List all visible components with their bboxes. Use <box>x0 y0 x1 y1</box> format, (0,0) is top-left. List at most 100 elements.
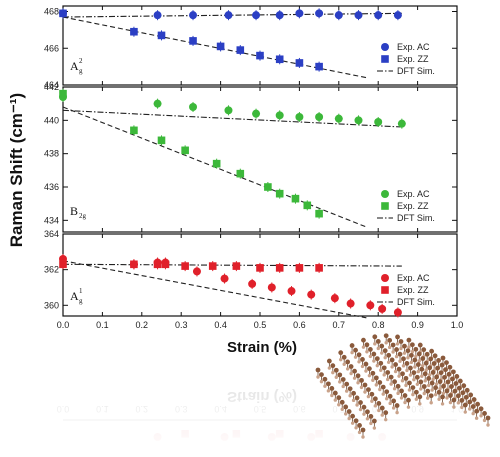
data-point-zz <box>130 27 138 36</box>
lattice-atom <box>384 389 390 395</box>
data-point-zz <box>130 126 138 135</box>
x-tick-label: 0.2 <box>136 320 149 330</box>
lattice-atom <box>430 370 436 375</box>
lattice-atom <box>426 383 431 388</box>
lattice-atom <box>474 416 479 420</box>
lattice-atom <box>354 426 358 430</box>
data-point-zz <box>291 194 300 203</box>
lattice-atom <box>438 370 444 376</box>
lattice-atom <box>421 363 425 368</box>
lattice-atom <box>329 386 335 391</box>
data-point-ac <box>366 301 375 310</box>
lattice-atom <box>319 372 324 378</box>
x-tick-label: 0.0 <box>57 320 70 330</box>
lattice-atom <box>408 352 414 358</box>
lattice-atom <box>383 410 389 416</box>
lattice-atom <box>426 396 430 400</box>
lattice-atom <box>327 366 332 370</box>
lattice-atom <box>377 408 381 413</box>
dft-fit-line <box>62 260 367 319</box>
lattice-atom <box>404 361 410 366</box>
lattice-atom <box>431 361 437 366</box>
lattice-atom <box>436 389 442 395</box>
legend-label: DFT Sim. <box>397 213 435 223</box>
lattice-atom <box>357 360 361 364</box>
lattice-atom <box>330 363 336 369</box>
lattice-atom <box>356 352 362 358</box>
y-tick-label: 364 <box>44 229 59 239</box>
lattice-atom <box>460 390 466 396</box>
lattice-atom <box>453 381 459 386</box>
lattice-atom <box>428 393 434 399</box>
lattice-atom <box>370 370 376 376</box>
lattice-atom <box>359 385 364 390</box>
lattice-atom <box>456 385 462 391</box>
lattice-atom <box>345 359 351 365</box>
data-point-zz <box>59 260 67 269</box>
lattice-atom <box>407 345 411 349</box>
legend-marker-zz <box>381 202 389 210</box>
lattice-atom <box>383 333 389 339</box>
lattice-atom <box>347 386 353 392</box>
lattice-atom <box>449 384 454 389</box>
legend-label: Exp. AC <box>397 42 430 52</box>
data-point-ac <box>315 113 324 121</box>
lattice-atom <box>433 385 439 391</box>
lattice-atom <box>462 402 468 408</box>
lattice-atom <box>429 380 435 386</box>
legend-label: Exp. AC <box>397 189 430 199</box>
legend-label: Exp. AC <box>397 273 430 283</box>
lattice-atom <box>375 339 381 344</box>
lattice-atom <box>394 403 400 408</box>
lattice-atom <box>395 342 400 346</box>
reflection-fade <box>0 380 500 457</box>
lattice-atom <box>444 388 450 394</box>
lattice-atom <box>341 354 347 360</box>
lattice-atom <box>390 365 394 369</box>
lattice-atom <box>427 373 432 377</box>
lattice-atom <box>366 366 372 372</box>
lattice-atom <box>351 398 356 403</box>
lattice-atom <box>428 356 434 362</box>
lattice-atom <box>361 345 366 349</box>
data-point-ac <box>354 116 363 125</box>
lattice-atom <box>452 405 456 409</box>
data-point-zz <box>236 169 245 178</box>
lattice-atom <box>397 374 401 378</box>
lattice-atom <box>400 371 405 377</box>
lattice-atom <box>396 366 402 372</box>
lattice-atom <box>334 375 338 379</box>
lattice-atom <box>430 388 434 392</box>
lattice-atom <box>354 395 360 401</box>
data-point-zz <box>275 264 284 272</box>
lattice-atom <box>338 350 344 356</box>
lattice-atom <box>331 370 335 375</box>
lattice-atom <box>437 379 443 385</box>
lattice-atom <box>399 396 404 400</box>
lattice-atom <box>431 377 435 382</box>
lattice-atom <box>479 414 483 418</box>
lattice-atom <box>438 386 442 391</box>
lattice-atom <box>368 414 374 419</box>
lattice-atom <box>333 367 339 373</box>
data-point-zz <box>208 262 217 270</box>
lattice-atom <box>359 377 364 383</box>
lattice-atom <box>459 398 465 403</box>
legend-label: Exp. ZZ <box>397 285 429 295</box>
legend-label: Exp. ZZ <box>397 201 429 211</box>
lattice-atom <box>471 411 475 416</box>
lattice-atom <box>357 430 362 435</box>
lattice-atom <box>367 373 372 378</box>
lattice-atom <box>376 346 380 351</box>
y-axis-label: Raman Shift (cm⁻¹) <box>7 93 26 247</box>
lattice-atom <box>423 379 427 383</box>
lattice-atom <box>352 376 357 380</box>
lattice-atom <box>446 371 452 377</box>
lattice-atom <box>471 397 477 402</box>
lattice-atom <box>342 362 346 366</box>
data-point-ac <box>224 106 233 115</box>
lattice-atom <box>408 365 413 371</box>
legend-marker-ac <box>381 274 389 282</box>
lattice-atom <box>378 360 384 366</box>
lattice-atom <box>435 365 440 371</box>
